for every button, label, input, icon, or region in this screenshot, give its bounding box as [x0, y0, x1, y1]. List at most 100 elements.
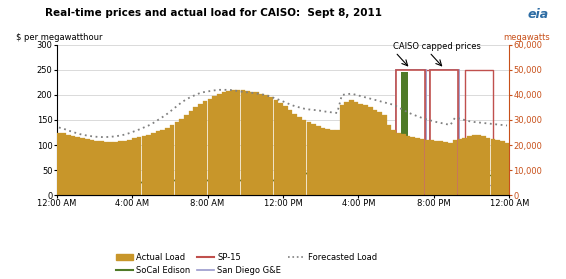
Bar	[104, 142, 109, 195]
Bar	[307, 122, 311, 195]
Bar	[325, 129, 330, 195]
Bar	[269, 97, 273, 195]
Bar	[61, 133, 66, 195]
Bar	[429, 140, 434, 195]
Bar	[406, 136, 410, 195]
Bar	[95, 141, 99, 195]
Bar	[453, 140, 457, 195]
Bar	[382, 115, 387, 195]
Bar	[358, 104, 363, 195]
Bar	[250, 92, 255, 195]
Bar	[273, 100, 278, 195]
Bar	[401, 72, 408, 195]
Bar	[99, 141, 104, 195]
Bar	[226, 91, 231, 195]
Bar	[443, 142, 448, 195]
Bar	[439, 141, 443, 195]
Bar	[481, 136, 486, 195]
Bar	[278, 103, 283, 195]
Bar	[344, 102, 349, 195]
Bar	[420, 139, 424, 195]
Bar	[401, 134, 405, 195]
Bar	[241, 90, 245, 195]
Bar	[179, 119, 184, 195]
Bar	[505, 143, 509, 195]
Bar	[471, 135, 477, 195]
Bar	[462, 138, 467, 195]
Bar	[500, 141, 505, 195]
Bar	[245, 91, 250, 195]
Bar	[222, 92, 226, 195]
Bar	[71, 136, 75, 195]
Bar	[368, 107, 372, 195]
Bar	[293, 114, 297, 195]
Legend: Actual Load, SoCal Edison, SP-15, San Diego G&E, Forecasted Load: Actual Load, SoCal Edison, SP-15, San Di…	[113, 250, 380, 278]
Bar	[396, 133, 401, 195]
Bar	[85, 139, 89, 195]
Bar	[408, 191, 414, 195]
Bar	[349, 100, 354, 195]
Bar	[208, 99, 212, 195]
Bar	[297, 117, 302, 195]
Bar	[311, 124, 316, 195]
Bar	[330, 129, 335, 195]
Bar	[151, 133, 156, 195]
Bar	[109, 142, 113, 195]
Bar	[123, 141, 127, 195]
Bar	[203, 101, 207, 195]
Bar	[316, 126, 320, 195]
Text: eia: eia	[528, 8, 549, 21]
Bar	[165, 128, 170, 195]
Bar	[372, 110, 378, 195]
Bar	[321, 128, 325, 195]
Bar	[137, 137, 142, 195]
Bar	[198, 104, 203, 195]
Text: $ per megawatthour: $ per megawatthour	[16, 33, 102, 42]
Bar	[170, 125, 174, 195]
Bar	[264, 95, 269, 195]
Bar	[132, 138, 137, 195]
Bar	[160, 129, 165, 195]
Bar	[113, 142, 118, 195]
Bar	[354, 102, 358, 195]
Bar	[448, 143, 453, 195]
Bar	[75, 137, 80, 195]
Bar	[457, 139, 462, 195]
Bar	[231, 90, 235, 195]
Bar	[302, 120, 307, 195]
Bar	[57, 133, 61, 195]
Bar	[89, 140, 94, 195]
Bar	[392, 130, 396, 195]
Bar	[255, 92, 259, 195]
Bar	[477, 135, 481, 195]
Bar	[486, 138, 491, 195]
Bar	[184, 115, 188, 195]
Bar	[217, 94, 222, 195]
Bar	[156, 131, 160, 195]
Bar	[236, 90, 241, 195]
Bar	[146, 134, 151, 195]
Bar	[491, 139, 495, 195]
Bar	[363, 105, 368, 195]
Bar	[118, 141, 122, 195]
FancyBboxPatch shape	[396, 70, 424, 195]
Bar	[387, 125, 392, 195]
Bar	[340, 105, 344, 195]
Text: CAISO capped prices: CAISO capped prices	[393, 42, 481, 51]
Bar	[66, 134, 71, 195]
Bar	[415, 138, 420, 195]
Bar	[188, 111, 193, 195]
FancyBboxPatch shape	[430, 70, 458, 195]
Bar	[288, 110, 292, 195]
Text: Real-time prices and actual load for CAISO:  Sept 8, 2011: Real-time prices and actual load for CAI…	[45, 8, 382, 18]
Bar	[80, 138, 85, 195]
Bar	[212, 96, 217, 195]
Text: megawatts: megawatts	[503, 33, 550, 42]
Bar	[127, 140, 132, 195]
Bar	[378, 112, 382, 195]
Bar	[410, 137, 415, 195]
Bar	[142, 136, 146, 195]
Bar	[495, 140, 500, 195]
Bar	[194, 107, 198, 195]
Bar	[467, 136, 471, 195]
